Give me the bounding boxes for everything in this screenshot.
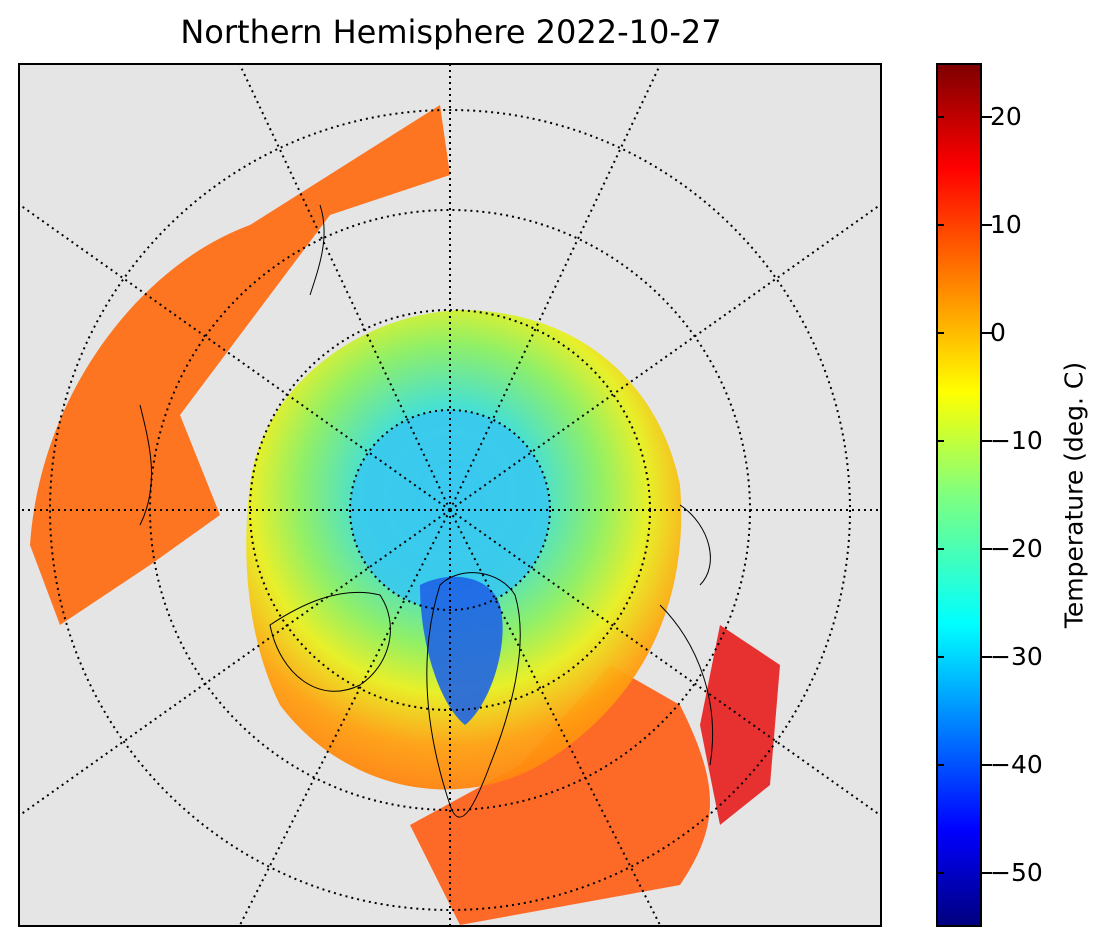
colorbar-tick-inner xyxy=(936,440,944,442)
colorbar-tick-inner xyxy=(936,224,944,226)
colorbar-tick xyxy=(982,224,992,226)
greenland-cold-core xyxy=(420,576,503,725)
colorbar-tick-label: 20 xyxy=(990,102,1022,131)
colorbar-tick xyxy=(982,332,992,334)
colorbar-tick-label: −30 xyxy=(990,642,1043,671)
colorbar-tick-inner xyxy=(936,548,944,550)
polar-temperature-map xyxy=(18,63,882,927)
colorbar-tick-inner xyxy=(936,332,944,334)
colorbar-tick-label: −10 xyxy=(990,426,1043,455)
colorbar-tick-inner xyxy=(936,872,944,874)
red-patch-east xyxy=(700,625,780,825)
colorbar-tick xyxy=(982,872,992,874)
map-title: Northern Hemisphere 2022-10-27 xyxy=(180,13,722,51)
colorbar-tick-label: 0 xyxy=(990,318,1006,347)
colorbar-tick-label: −50 xyxy=(990,858,1043,887)
graticule-meridians xyxy=(20,65,880,925)
colorbar-tick-inner xyxy=(936,764,944,766)
coastlines xyxy=(139,204,713,818)
colorbar-tick-label: 10 xyxy=(990,210,1022,239)
colorbar-tick-inner xyxy=(936,116,944,118)
colorbar-tick xyxy=(982,656,992,658)
colorbar-tick-label: −20 xyxy=(990,534,1043,563)
map-svg xyxy=(20,65,880,925)
colorbar xyxy=(936,63,982,927)
colorbar-tick xyxy=(982,764,992,766)
colorbar-tick-inner xyxy=(936,656,944,658)
colorbar-tick xyxy=(982,440,992,442)
temperature-field-west xyxy=(30,105,450,625)
temperature-field-east xyxy=(410,665,710,925)
colorbar-tick xyxy=(982,548,992,550)
colorbar-tick xyxy=(982,116,992,118)
colorbar-label: Temperature (deg. C) xyxy=(1059,361,1089,629)
colorbar-tick-label: −40 xyxy=(990,750,1043,779)
